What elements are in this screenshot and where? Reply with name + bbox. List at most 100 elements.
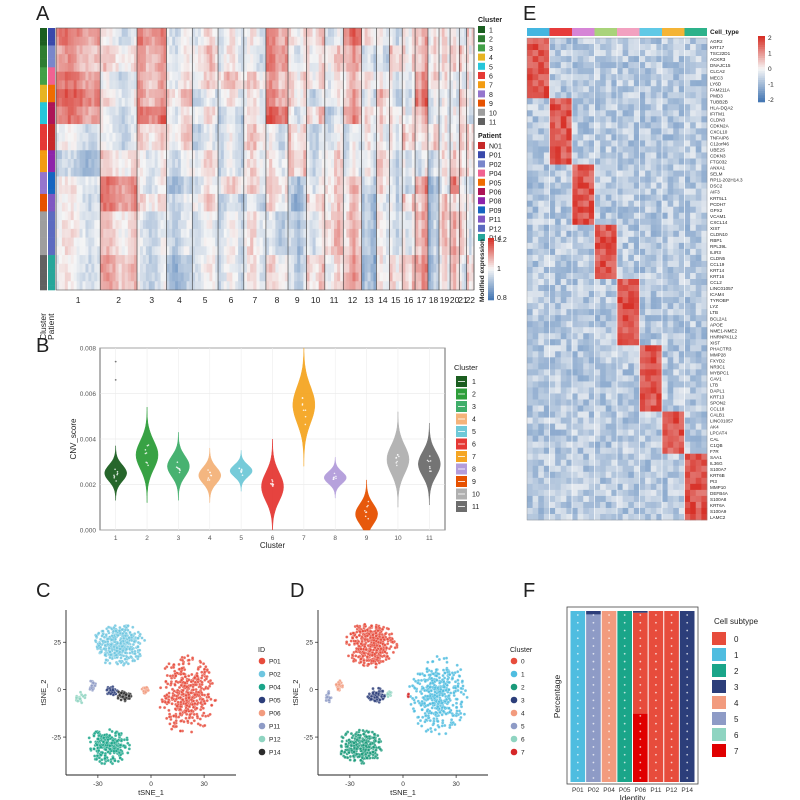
cnv-cell (232, 54, 236, 64)
cnv-cell (284, 272, 289, 282)
patient-annotation-cell (48, 84, 55, 90)
cnv-cell (315, 115, 320, 125)
cnv-cell (218, 124, 222, 134)
cnv-cell (235, 185, 239, 195)
cnv-cell (464, 71, 467, 81)
cnv-cell (127, 124, 132, 134)
cnv-cell (137, 132, 141, 142)
cnv-cell (275, 246, 279, 256)
cnv-cell (67, 89, 72, 99)
cnv-cell (223, 132, 227, 142)
cnv-cell (324, 193, 329, 203)
cnv-cell (447, 71, 451, 81)
cnv-cell (346, 150, 350, 160)
cnv-cell (124, 106, 129, 116)
cnv-cell (343, 176, 347, 186)
cnv-cell (395, 124, 400, 134)
cnv-cell (389, 89, 393, 99)
cnv-cell (471, 272, 475, 282)
cnv-cell (453, 54, 457, 64)
cnv-cell (218, 132, 222, 142)
cnv-cell (197, 255, 202, 265)
cnv-cell (220, 159, 225, 169)
cnv-cell (197, 80, 202, 90)
cnv-cell (76, 246, 80, 256)
cnv-cell (318, 211, 323, 221)
cnv-cell (334, 228, 338, 238)
cnv-cell (418, 89, 422, 99)
cnv-cell (203, 106, 207, 116)
cnv-cell (200, 115, 205, 125)
cnv-cell (327, 71, 332, 81)
cnv-cell (154, 62, 158, 72)
cluster-annotation-cell (40, 263, 47, 269)
cnv-cell (115, 272, 119, 282)
cnv-cell (392, 159, 397, 169)
cnv-cell (439, 97, 443, 107)
cnv-cell (246, 228, 251, 238)
violin-point (429, 455, 431, 457)
cnv-cell (163, 185, 167, 195)
cnv-cell (461, 124, 465, 134)
cnv-cell (215, 193, 219, 203)
cnv-cell (269, 185, 273, 195)
cnv-cell (137, 141, 141, 151)
cnv-cell (76, 80, 80, 90)
cnv-cell (376, 62, 380, 72)
cnv-cell (229, 54, 233, 64)
cnv-cell (259, 36, 264, 46)
expr-scale-cell (488, 262, 494, 266)
cnv-cell (94, 80, 98, 90)
cnv-cell (459, 150, 463, 160)
data-point (196, 677, 201, 682)
cnv-cell (154, 97, 158, 107)
cnv-cell (240, 159, 245, 169)
cnv-cell (259, 28, 264, 38)
cnv-cell (73, 106, 77, 116)
cnv-cell (195, 211, 199, 221)
cnv-cell (358, 89, 362, 99)
cnv-cell (229, 176, 233, 186)
cnv-cell (272, 263, 276, 273)
cnv-cell (115, 62, 119, 72)
cnv-cell (180, 28, 184, 38)
cnv-cell (175, 228, 179, 238)
violin-point (304, 409, 307, 411)
cnv-cell (246, 159, 251, 169)
cnv-cell (395, 281, 400, 291)
cnv-cell (300, 97, 304, 107)
cnv-cell (453, 246, 457, 256)
cnv-cell (327, 106, 332, 116)
cluster-annotation-cell (40, 124, 47, 129)
cnv-cell (212, 211, 216, 221)
cnv-cell (88, 54, 92, 64)
cnv-cell (212, 167, 216, 177)
cnv-cell (309, 167, 313, 177)
cnv-cell (436, 124, 440, 134)
cnv-cell (411, 132, 416, 142)
cnv-cell (444, 272, 448, 282)
cnv-cell (433, 263, 437, 273)
cnv-cell (61, 28, 66, 38)
cnv-cell (79, 281, 83, 291)
cnv-cell (240, 211, 245, 221)
cnv-cell (121, 159, 126, 169)
cnv-cell (321, 263, 326, 273)
cnv-cell (97, 211, 101, 221)
cnv-cell (151, 281, 155, 291)
cnv-cell (318, 71, 323, 81)
cnv-cell (471, 71, 475, 81)
panel-f-letter: F (523, 580, 536, 602)
cnv-cell (278, 62, 283, 72)
cnv-cell (346, 45, 350, 55)
cnv-cell (330, 255, 335, 265)
cnv-cell (269, 263, 273, 273)
cnv-cell (361, 80, 365, 90)
cnv-cell (352, 62, 356, 72)
cnv-cell (402, 150, 406, 160)
cnv-cell (192, 62, 196, 72)
cnv-cell (355, 132, 359, 142)
cnv-cell (145, 220, 150, 230)
cnv-cell (358, 193, 362, 203)
chromosome-label: 2 (116, 295, 121, 305)
